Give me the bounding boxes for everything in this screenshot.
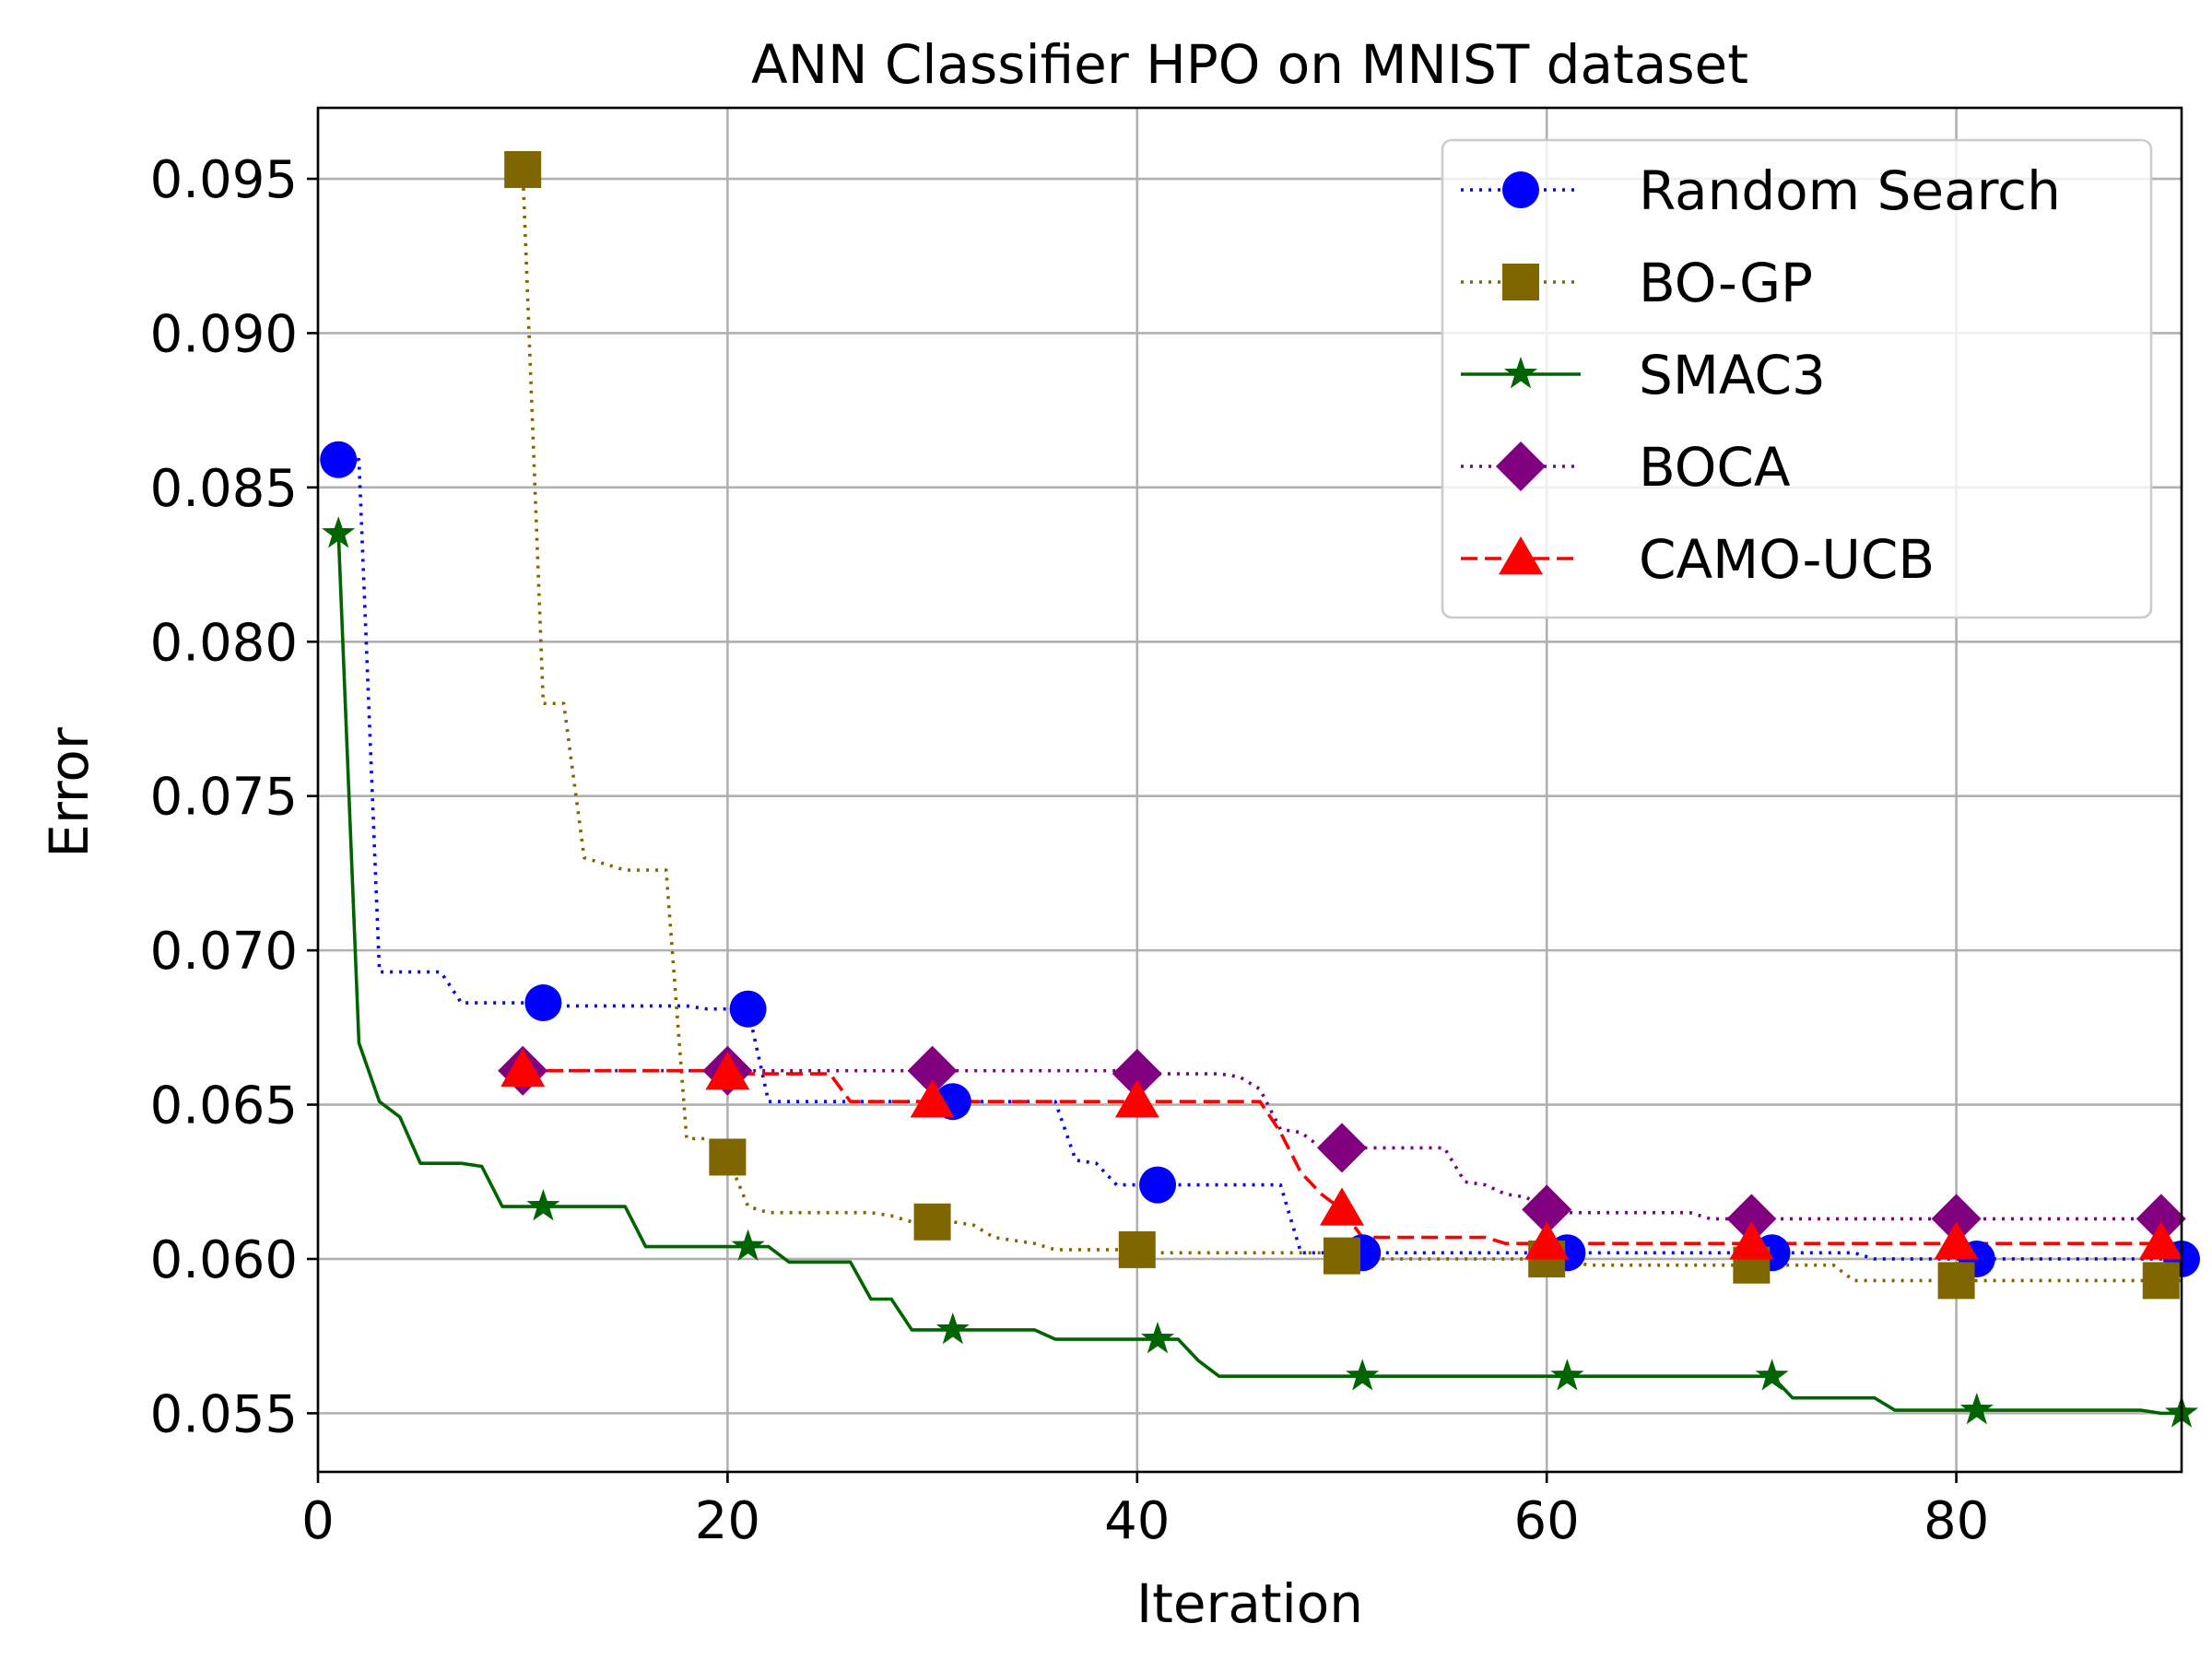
y-tick-label: 0.060 <box>150 1230 298 1290</box>
x-tick-label: 40 <box>1104 1491 1170 1551</box>
boca-point <box>2136 1194 2186 1244</box>
random-search-point <box>320 441 358 478</box>
smac3-point <box>526 1189 560 1221</box>
boca-point <box>1726 1194 1777 1244</box>
random-search-line <box>338 457 2182 1261</box>
x-tick-label: 20 <box>695 1491 760 1551</box>
legend-label-bo-gp: BO-GP <box>1639 252 1813 314</box>
bo-gp-point <box>1118 1230 1156 1268</box>
smac3-line <box>336 534 2182 1416</box>
smac3-point <box>935 1312 970 1345</box>
y-tick-label: 0.075 <box>150 768 298 828</box>
camo-ucb-point <box>1934 1221 1979 1260</box>
bo-gp-point <box>1323 1237 1360 1275</box>
bo-gp-point <box>504 150 542 188</box>
camo-ucb-point <box>910 1079 955 1118</box>
plot-frame <box>316 106 2183 1474</box>
y-tick-label: 0.095 <box>150 150 298 210</box>
y-tick-label: 0.085 <box>150 459 298 519</box>
boca-point <box>1522 1184 1572 1235</box>
boca-point <box>907 1045 958 1096</box>
legend-label-camo-ucb: CAMO-UCB <box>1639 528 1935 591</box>
chart-title: ANN Classifier HPO on MNIST dataset <box>751 33 1748 96</box>
camo-ucb-point <box>1319 1187 1364 1226</box>
smac3-point <box>1346 1359 1380 1391</box>
random-search-point <box>524 984 562 1022</box>
legend-label-smac3: SMAC3 <box>1639 344 1826 406</box>
y-axis-label: Error <box>38 727 100 858</box>
bo-gp-line <box>521 169 2182 1283</box>
random-search-point <box>1139 1166 1177 1204</box>
smac3-point <box>1550 1359 1584 1391</box>
camo-ucb-point <box>1524 1221 1570 1260</box>
legend-marker-bo-gp <box>1502 264 1539 300</box>
bo-gp-point <box>709 1138 747 1176</box>
smac3-point <box>1140 1322 1175 1354</box>
legend: Random Search BO-GP SMAC3 BOCA CAMO-UCB <box>1441 138 2153 619</box>
legend-frame <box>1441 138 2153 619</box>
legend-marker-camo-ucb <box>1499 536 1543 575</box>
legend-marker-boca <box>1496 441 1546 491</box>
legend-marker-smac3 <box>1503 357 1538 389</box>
camo-ucb-line <box>523 1068 2182 1246</box>
x-axis-label: Iteration <box>1136 1572 1363 1635</box>
boca-point <box>1931 1194 1982 1244</box>
camo-ucb-point <box>500 1048 546 1087</box>
boca-point <box>1316 1123 1367 1173</box>
series-lines <box>336 169 2182 1416</box>
smac3-point <box>731 1229 765 1261</box>
y-tick-label: 0.070 <box>150 922 298 982</box>
smac3-point <box>1959 1393 1994 1425</box>
y-tick-label: 0.065 <box>150 1077 298 1136</box>
series-markers <box>320 150 2200 1428</box>
boca-point <box>1112 1049 1162 1100</box>
smac3-point <box>1755 1359 1789 1391</box>
random-search-point <box>729 990 767 1028</box>
y-tick-label: 0.080 <box>150 613 298 673</box>
smac3-point <box>322 516 356 548</box>
bo-gp-point <box>2142 1262 2180 1300</box>
axis-ticks: 0 20 40 60 80 0.055 0.060 0.065 0.070 0.075 0.080 0… <box>150 150 1990 1551</box>
legend-label-boca: BOCA <box>1639 436 1791 499</box>
x-tick-label: 80 <box>1924 1491 1989 1551</box>
x-tick-label: 0 <box>301 1491 335 1551</box>
camo-ucb-point <box>2138 1221 2183 1260</box>
camo-ucb-point <box>1729 1221 1774 1260</box>
grid-lines <box>316 108 2182 1472</box>
y-tick-label: 0.055 <box>150 1384 298 1444</box>
camo-ucb-point <box>1114 1079 1159 1118</box>
legend-marker-random-search <box>1502 171 1539 208</box>
camo-ucb-point <box>705 1052 750 1090</box>
x-tick-label: 60 <box>1514 1491 1580 1551</box>
legend-label-random-search: Random Search <box>1639 159 2061 222</box>
bo-gp-point <box>1937 1262 1975 1300</box>
bo-gp-point <box>913 1203 951 1241</box>
y-tick-label: 0.090 <box>150 304 298 364</box>
